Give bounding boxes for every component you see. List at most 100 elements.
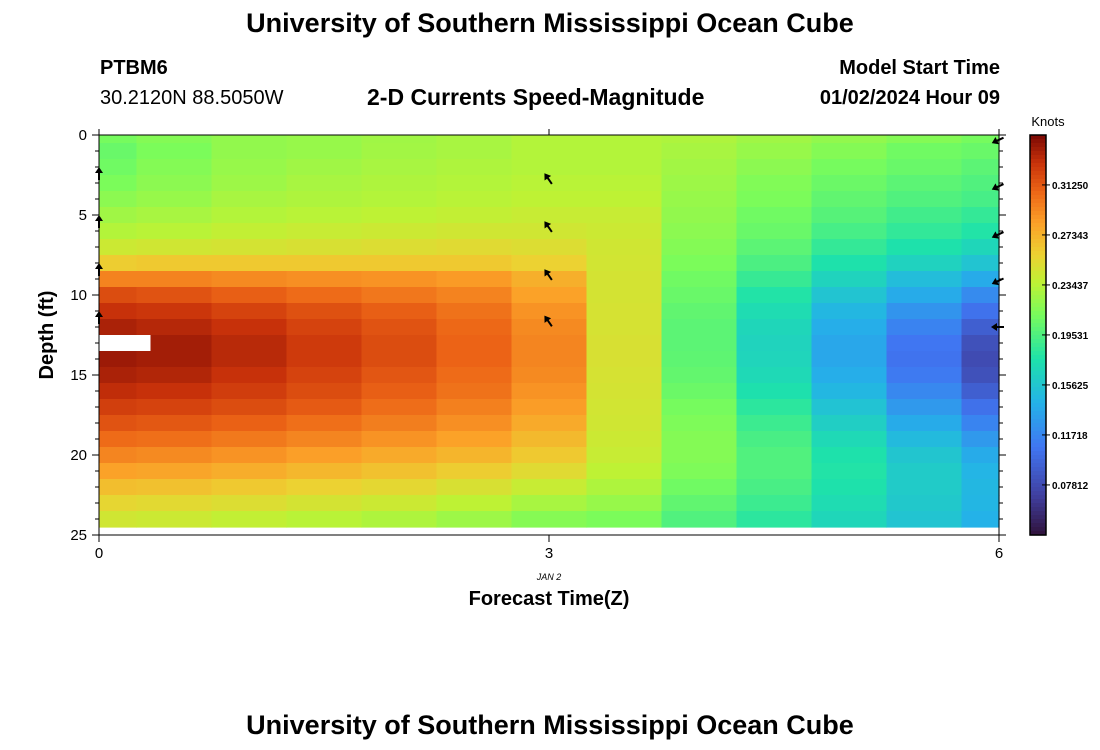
heatmap-cell xyxy=(99,319,138,336)
heatmap-cell xyxy=(436,191,513,208)
colorbar-segment xyxy=(1030,415,1046,420)
heatmap-cell xyxy=(511,239,588,256)
heatmap-cell xyxy=(361,335,438,352)
heatmap-cell xyxy=(511,303,588,320)
heatmap-cell xyxy=(361,383,438,400)
colorbar-segment xyxy=(1030,331,1046,336)
heatmap-cell xyxy=(811,367,888,384)
heatmap-cell xyxy=(961,479,1000,496)
colorbar-segment xyxy=(1030,507,1046,512)
colorbar-segment xyxy=(1030,135,1046,140)
colorbar-segment xyxy=(1030,351,1046,356)
heatmap-cell xyxy=(99,367,138,384)
heatmap-cell xyxy=(211,335,288,352)
heatmap-cell xyxy=(961,351,1000,368)
colorbar-segment xyxy=(1030,323,1046,328)
heatmap-cell xyxy=(436,303,513,320)
heatmap-cell xyxy=(286,479,363,496)
heatmap-cell xyxy=(886,335,963,352)
heatmap-cell xyxy=(511,207,588,224)
heatmap-cell xyxy=(811,223,888,240)
colorbar-segment xyxy=(1030,223,1046,228)
heatmap-cell xyxy=(361,415,438,432)
heatmap-cell xyxy=(661,319,738,336)
heatmap-cell xyxy=(661,367,738,384)
heatmap-cell xyxy=(99,495,138,512)
colorbar-segment xyxy=(1030,391,1046,396)
heatmap-cell xyxy=(586,303,663,320)
heatmap-cell xyxy=(286,335,363,352)
heatmap-cell xyxy=(586,399,663,416)
heatmap-cell xyxy=(99,447,138,464)
colorbar-segment xyxy=(1030,143,1046,148)
heatmap-cell xyxy=(586,271,663,288)
page-title: University of Southern Mississippi Ocean… xyxy=(246,8,854,38)
colorbar-segment xyxy=(1030,191,1046,196)
heatmap-cell xyxy=(661,207,738,224)
heatmap-cell xyxy=(961,495,1000,512)
heatmap-cell xyxy=(136,335,213,352)
heatmap-cell xyxy=(811,207,888,224)
heatmap-cell xyxy=(211,223,288,240)
heatmap-cell xyxy=(811,319,888,336)
heatmap-cell xyxy=(211,415,288,432)
colorbar-segment xyxy=(1030,295,1046,300)
heatmap-cell xyxy=(436,239,513,256)
heatmap-cell xyxy=(286,383,363,400)
heatmap-cell xyxy=(436,399,513,416)
heatmap-cell xyxy=(136,239,213,256)
colorbar-segment xyxy=(1030,335,1046,340)
heatmap-cell xyxy=(736,319,813,336)
heatmap-cell xyxy=(886,271,963,288)
heatmap-cell xyxy=(211,175,288,192)
heatmap-cell xyxy=(961,159,1000,176)
colorbar-segment xyxy=(1030,303,1046,308)
heatmap-cell xyxy=(211,511,288,528)
heatmap-cell xyxy=(286,431,363,448)
heatmap-cell xyxy=(136,399,213,416)
colorbar-segment xyxy=(1030,171,1046,176)
heatmap-cell xyxy=(661,431,738,448)
heatmap-cell xyxy=(961,511,1000,528)
heatmap-cell xyxy=(511,463,588,480)
heatmap-cell xyxy=(961,367,1000,384)
heatmap-cell xyxy=(886,367,963,384)
colorbar-segment xyxy=(1030,287,1046,292)
colorbar-segment xyxy=(1030,447,1046,452)
heatmap-cell xyxy=(436,447,513,464)
heatmap-cell xyxy=(661,463,738,480)
colorbar-segment xyxy=(1030,503,1046,508)
heatmap-cell xyxy=(361,239,438,256)
heatmap-cell xyxy=(886,287,963,304)
colorbar-segment xyxy=(1030,455,1046,460)
heatmap-cell xyxy=(736,367,813,384)
heatmap-cell xyxy=(586,463,663,480)
heatmap-cell xyxy=(511,511,588,528)
current-vector-arrow xyxy=(544,173,553,185)
heatmap-cell xyxy=(436,175,513,192)
heatmap-cell xyxy=(136,479,213,496)
heatmap-cell xyxy=(736,175,813,192)
heatmap-cell xyxy=(961,207,1000,224)
colorbar-segment xyxy=(1030,307,1046,312)
heatmap-cell xyxy=(886,463,963,480)
colorbar-segment xyxy=(1030,155,1046,160)
heatmap-cell xyxy=(511,495,588,512)
colorbar-segment xyxy=(1030,419,1046,424)
colorbar-tick-label: 0.19531 xyxy=(1052,331,1089,342)
heatmap-cell xyxy=(886,159,963,176)
heatmap-cell xyxy=(661,287,738,304)
y-tick-label: 25 xyxy=(70,527,87,544)
colorbar-segment xyxy=(1030,311,1046,316)
heatmap-cell xyxy=(136,223,213,240)
heatmap-cell xyxy=(361,399,438,416)
heatmap-cell xyxy=(661,479,738,496)
heatmap-cell xyxy=(736,271,813,288)
colorbar-segment xyxy=(1030,375,1046,380)
heatmap-cell xyxy=(511,287,588,304)
heatmap-cell xyxy=(811,431,888,448)
heatmap-cell xyxy=(286,351,363,368)
heatmap-cell xyxy=(961,223,1000,240)
colorbar-segment xyxy=(1030,515,1046,520)
heatmap-cell xyxy=(661,255,738,272)
